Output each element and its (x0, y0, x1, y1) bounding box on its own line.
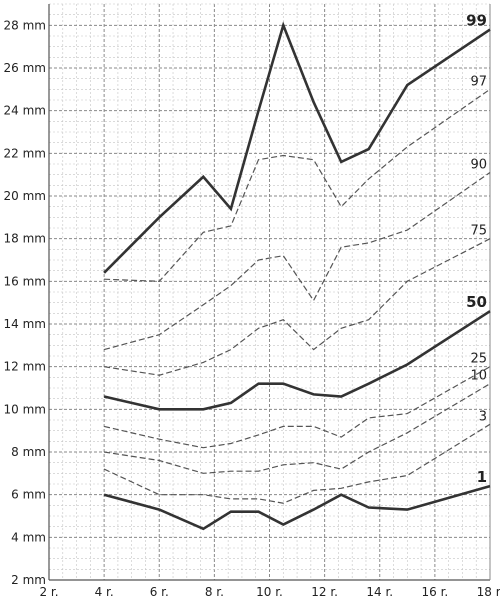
series-labels: 99 97 90 75 50 25 10 3 1 (466, 12, 487, 487)
chart-grid (48, 3, 491, 581)
series-line-50 (103, 310, 491, 411)
y-axis-ticks: 2 mm 4 mm 6 mm 8 mm 10 mm 12 mm 14 mm 16 mm 18 m… (4, 18, 46, 587)
y-tick-label: 4 mm (11, 530, 46, 544)
y-tick-label: 20 mm (4, 189, 46, 203)
series-label-97: 97 (470, 74, 487, 89)
y-tick-label: 22 mm (4, 146, 46, 160)
chart-axes (48, 4, 491, 581)
series-label-99: 99 (466, 12, 487, 30)
series-label-75: 75 (470, 224, 487, 239)
series-label-3: 3 (479, 409, 487, 424)
series-line-3 (103, 423, 491, 504)
y-tick-label: 12 mm (4, 360, 46, 374)
series-label-50: 50 (466, 293, 487, 311)
y-tick-label: 8 mm (11, 445, 46, 459)
chart-series (103, 21, 491, 531)
y-tick-label: 14 mm (4, 317, 46, 331)
x-tick-label: 2 r. (39, 585, 58, 599)
y-tick-label: 6 mm (11, 488, 46, 502)
y-tick-label: 16 mm (4, 274, 46, 288)
series-line-97 (104, 88, 491, 282)
x-tick-label: 10 r. (256, 585, 283, 599)
y-tick-label: 10 mm (4, 402, 46, 416)
y-tick-label: 24 mm (4, 104, 46, 118)
x-tick-label: 4 r. (95, 585, 114, 599)
y-tick-label: 26 mm (4, 61, 46, 75)
x-tick-label: 8 r. (205, 585, 224, 599)
series-line-99 (103, 21, 491, 274)
series-line-90 (103, 172, 491, 351)
series-line-1 (103, 484, 491, 531)
series-label-25: 25 (470, 352, 487, 367)
x-axis-ticks: 2 r. 4 r. 6 r. 8 r. 10 r. 12 r. 14 r. 16 r. 18 r… (39, 585, 500, 599)
y-tick-label: 28 mm (4, 18, 46, 32)
x-tick-label: 12 r. (311, 585, 338, 599)
y-tick-label: 18 mm (4, 232, 46, 246)
x-tick-label: 14 r. (366, 585, 393, 599)
series-label-10: 10 (470, 369, 487, 384)
series-line-75 (104, 238, 491, 376)
x-tick-label: 18 r. (477, 585, 500, 599)
y-tick-label: 2 mm (11, 573, 46, 587)
x-tick-label: 6 r. (150, 585, 169, 599)
series-line-10 (104, 383, 491, 474)
x-tick-label: 16 r. (422, 585, 449, 599)
series-line-25 (103, 366, 491, 449)
series-label-1: 1 (477, 468, 487, 486)
series-label-90: 90 (470, 158, 487, 173)
